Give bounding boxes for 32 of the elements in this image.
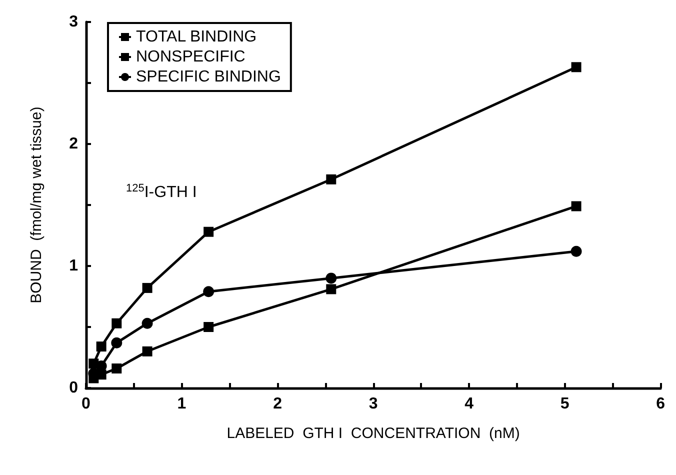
y-tick-label: 1 xyxy=(69,258,78,274)
point xyxy=(203,286,214,298)
point xyxy=(326,284,336,294)
point xyxy=(571,62,582,72)
point xyxy=(142,318,153,329)
x-tick-label: 1 xyxy=(177,396,186,412)
point xyxy=(570,246,582,257)
point xyxy=(111,337,122,348)
point xyxy=(204,322,214,332)
y-tick-label: 2 xyxy=(69,136,78,152)
point xyxy=(96,342,106,352)
legend-label: NONSPECIFIC xyxy=(136,48,246,66)
point xyxy=(142,282,152,293)
point xyxy=(326,272,337,284)
point xyxy=(571,201,582,212)
x-tick-label: 3 xyxy=(368,396,378,412)
legend-label: TOTAL BINDING xyxy=(136,28,257,46)
x-axis-title: LABELED GTH I CONCENTRATION (nM) xyxy=(226,425,520,442)
x-tick-label: 2 xyxy=(273,396,282,412)
y-tick-label: 3 xyxy=(69,14,78,30)
x-tick-label: 4 xyxy=(464,396,474,412)
y-tick-label: 0 xyxy=(69,380,78,396)
x-tick-label: 0 xyxy=(82,396,91,412)
x-tick-label: 6 xyxy=(656,396,666,412)
y-axis-title: BOUND (fmol/mg wet tissue) xyxy=(28,106,45,304)
point xyxy=(326,174,336,184)
x-tick-label: 5 xyxy=(560,396,570,412)
legend-label: SPECIFIC BINDING xyxy=(136,68,281,86)
point xyxy=(142,346,152,356)
point xyxy=(112,318,122,328)
point xyxy=(204,226,214,237)
point xyxy=(112,363,122,374)
